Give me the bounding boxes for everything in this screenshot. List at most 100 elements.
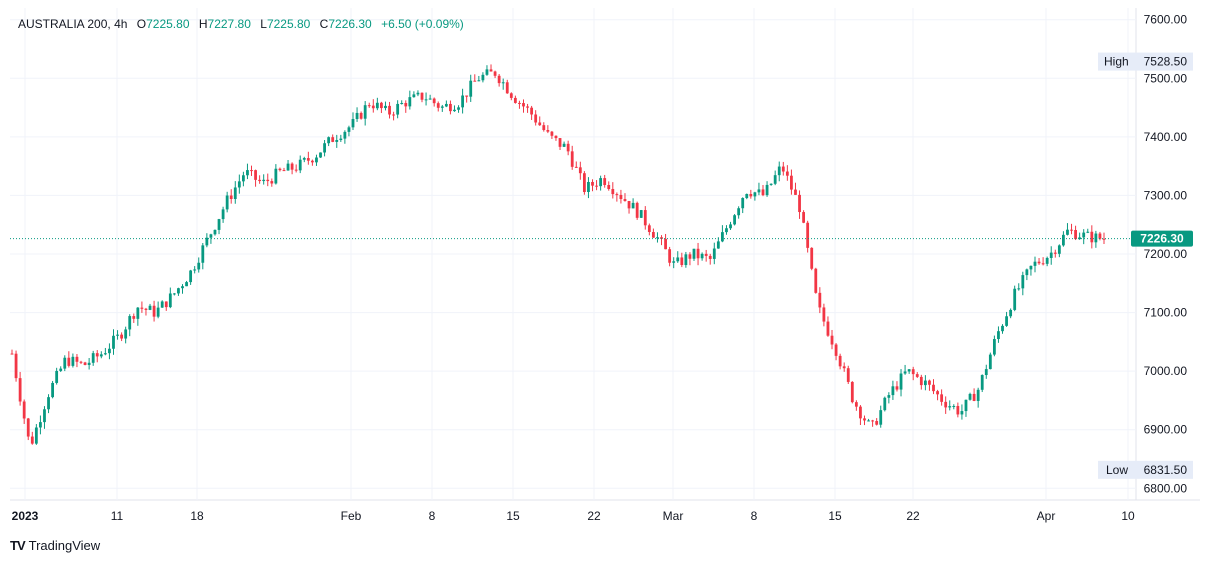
candle-body <box>530 107 534 115</box>
candle <box>136 307 140 326</box>
candle <box>18 371 22 406</box>
candle <box>282 167 286 172</box>
candle <box>404 100 408 113</box>
candle-body <box>818 292 822 308</box>
candle-body <box>457 107 460 110</box>
candle <box>1057 244 1061 258</box>
candle-body <box>611 189 615 195</box>
candle-body <box>859 406 862 419</box>
candle-body <box>420 92 424 100</box>
candle <box>51 380 54 399</box>
candle-body <box>193 269 197 271</box>
candle-body <box>842 366 846 369</box>
candle-body <box>895 386 899 390</box>
candle <box>668 246 672 267</box>
time-tick-label: 11 <box>111 509 124 523</box>
candle <box>647 223 651 236</box>
candle <box>1025 268 1029 281</box>
candle-body <box>485 69 489 75</box>
candle <box>1049 246 1053 265</box>
candle-body <box>639 210 643 218</box>
candle-body <box>59 368 63 371</box>
candle <box>164 301 168 311</box>
candle-body <box>412 94 416 98</box>
candle-body <box>71 356 75 366</box>
candle-body <box>290 163 294 170</box>
candle <box>777 161 781 182</box>
candle <box>246 163 249 180</box>
candle-body <box>664 238 667 250</box>
candle <box>375 97 379 111</box>
candle <box>822 303 826 327</box>
candle-body <box>363 105 367 119</box>
candle <box>643 206 647 230</box>
candle <box>1066 223 1069 236</box>
candle <box>704 249 708 262</box>
candle-body <box>850 381 854 403</box>
candle <box>124 326 128 344</box>
candle <box>936 389 939 401</box>
candle-body <box>181 286 184 289</box>
candle-body <box>112 335 115 349</box>
candle-body <box>992 339 996 355</box>
candle <box>794 182 797 195</box>
change-value: +6.50 (+0.09%) <box>381 17 464 31</box>
price-tick-label: 7300.00 <box>1144 188 1188 202</box>
candle <box>112 329 115 355</box>
candle-body <box>518 102 521 104</box>
high-marker-box <box>1098 52 1193 71</box>
candle <box>75 354 79 368</box>
candle-body <box>428 98 432 100</box>
candle <box>400 100 404 105</box>
candle-body <box>802 212 805 223</box>
candle-body <box>128 316 132 330</box>
candle-body <box>237 181 241 188</box>
candle <box>177 287 180 296</box>
candle-body <box>846 368 850 382</box>
candle-body <box>1082 232 1086 238</box>
candle <box>501 78 505 90</box>
time-axis[interactable]: 2023 11 18 Feb 8 15 22 Mar 8 15 22 Apr 10 <box>12 509 1135 523</box>
time-tick-label: 10 <box>1121 509 1135 523</box>
candle-body <box>676 257 680 262</box>
candle-body <box>1070 229 1073 231</box>
price-tick-label: 7200.00 <box>1144 247 1188 261</box>
candle-body <box>984 369 988 376</box>
candle-body <box>343 131 347 139</box>
candle-body <box>160 301 164 308</box>
candle <box>128 314 132 337</box>
candle <box>558 138 562 150</box>
candle <box>67 351 71 368</box>
candle <box>562 141 566 148</box>
candle <box>250 165 253 176</box>
low-marker-value: 6831.50 <box>1144 463 1188 477</box>
candle <box>132 313 136 323</box>
candle <box>923 375 927 391</box>
candle-body <box>794 189 797 195</box>
price-tick-label: 6800.00 <box>1144 481 1188 495</box>
candle <box>156 301 160 319</box>
candle-body <box>103 353 107 355</box>
price-axis[interactable]: 7600.00 7500.00 7400.00 7300.00 7200.00 7100.… <box>1144 13 1188 496</box>
candle-body <box>10 353 14 355</box>
candle-body <box>806 222 810 248</box>
candle-body <box>221 209 225 220</box>
candle <box>103 347 107 356</box>
candle-body <box>708 255 712 259</box>
candle-body <box>1017 288 1021 290</box>
candle-body <box>599 178 603 187</box>
candle <box>181 284 184 294</box>
candle <box>859 405 862 426</box>
candle <box>651 228 655 238</box>
candle <box>286 160 290 171</box>
candle <box>266 173 270 187</box>
candle-body <box>968 393 972 400</box>
candle <box>14 350 18 382</box>
candle <box>761 184 765 197</box>
candle-body <box>144 308 148 310</box>
candle <box>806 220 810 253</box>
price-tick-label: 7600.00 <box>1144 13 1188 27</box>
candle-body <box>513 97 517 103</box>
tradingview-brand[interactable]: TV TradingView <box>10 538 100 553</box>
